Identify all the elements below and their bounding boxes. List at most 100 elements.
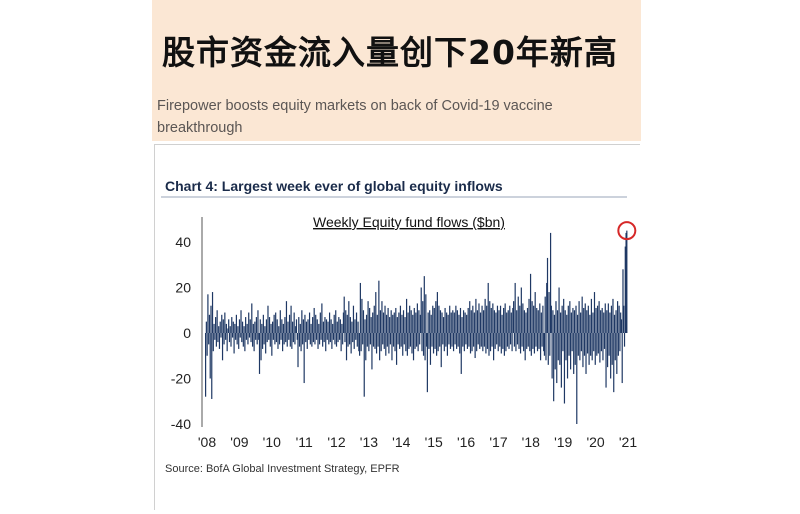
bar	[477, 333, 479, 345]
bar	[447, 314, 449, 333]
bar	[443, 333, 445, 352]
bar	[463, 333, 465, 352]
bar	[322, 321, 325, 334]
bar	[426, 333, 428, 347]
bar	[611, 333, 613, 365]
bar	[476, 333, 478, 352]
bar	[606, 333, 609, 368]
bar	[349, 317, 351, 333]
bar	[423, 276, 425, 334]
bar	[504, 303, 506, 333]
bar	[354, 319, 356, 333]
bar	[272, 333, 274, 340]
bar	[550, 305, 552, 333]
bar	[272, 321, 274, 334]
bar	[422, 301, 424, 333]
bar	[466, 314, 468, 333]
bar	[373, 305, 375, 333]
bar	[510, 312, 512, 333]
bar	[546, 257, 549, 333]
bar	[513, 333, 515, 347]
bar	[580, 333, 582, 352]
bar	[487, 282, 489, 333]
bar	[437, 333, 439, 352]
bar	[293, 312, 295, 333]
bar	[355, 312, 358, 333]
bar	[440, 333, 442, 368]
bar	[514, 282, 516, 333]
bar	[410, 310, 412, 333]
bar	[614, 333, 616, 361]
bar	[576, 333, 578, 424]
x-tick-label: '13	[360, 434, 378, 450]
bar	[620, 319, 623, 333]
bar	[622, 269, 624, 333]
bar	[255, 317, 258, 333]
bar	[282, 323, 284, 333]
bar	[551, 333, 553, 379]
x-tick-label: '09	[230, 434, 248, 450]
bar	[439, 333, 441, 347]
bar	[356, 333, 358, 347]
bar	[392, 314, 394, 333]
bar	[340, 333, 342, 352]
bar	[483, 310, 485, 333]
bar	[216, 310, 218, 333]
bar	[543, 333, 545, 352]
bar	[543, 333, 546, 356]
bar	[379, 333, 381, 361]
bar	[318, 323, 320, 333]
bar	[309, 333, 311, 345]
chart-frame: Chart 4: Largest week ever of global equ…	[154, 144, 641, 511]
bar	[616, 333, 618, 374]
bar	[420, 287, 422, 333]
bar	[406, 333, 408, 356]
bar	[624, 246, 626, 333]
bar	[314, 333, 316, 345]
bar	[490, 307, 492, 333]
bar	[524, 333, 526, 361]
bar	[409, 333, 412, 347]
bar	[207, 294, 209, 333]
bar	[503, 333, 505, 356]
bar	[392, 333, 395, 347]
bar	[288, 314, 291, 333]
bar	[246, 323, 248, 333]
bar	[461, 317, 463, 333]
bar	[360, 333, 362, 352]
bar	[412, 314, 414, 333]
bar	[501, 314, 503, 333]
bar	[248, 312, 250, 333]
bar	[234, 323, 236, 333]
bar	[429, 333, 432, 365]
bar	[553, 333, 555, 402]
bar	[380, 333, 382, 352]
bar	[452, 333, 455, 352]
bar	[460, 333, 462, 374]
headline: 股市资金流入量创下20年新高	[162, 33, 618, 72]
bar	[292, 333, 294, 343]
bar	[564, 310, 566, 333]
bar	[285, 301, 288, 333]
bar	[215, 333, 217, 347]
bar	[343, 296, 345, 333]
bar	[364, 319, 366, 333]
bar	[303, 333, 305, 384]
bar	[508, 333, 510, 349]
bar	[469, 301, 471, 333]
bar	[493, 310, 495, 333]
bar	[328, 312, 331, 333]
bar	[220, 333, 222, 338]
bar	[607, 303, 609, 333]
bar	[296, 333, 298, 340]
bar	[445, 333, 447, 347]
bar	[205, 333, 207, 397]
bar	[452, 310, 454, 333]
bar	[517, 296, 519, 333]
bar	[405, 333, 407, 352]
bar	[357, 321, 359, 334]
bar	[298, 317, 300, 333]
bar	[235, 333, 237, 340]
bar	[434, 333, 436, 349]
bar	[566, 333, 569, 379]
